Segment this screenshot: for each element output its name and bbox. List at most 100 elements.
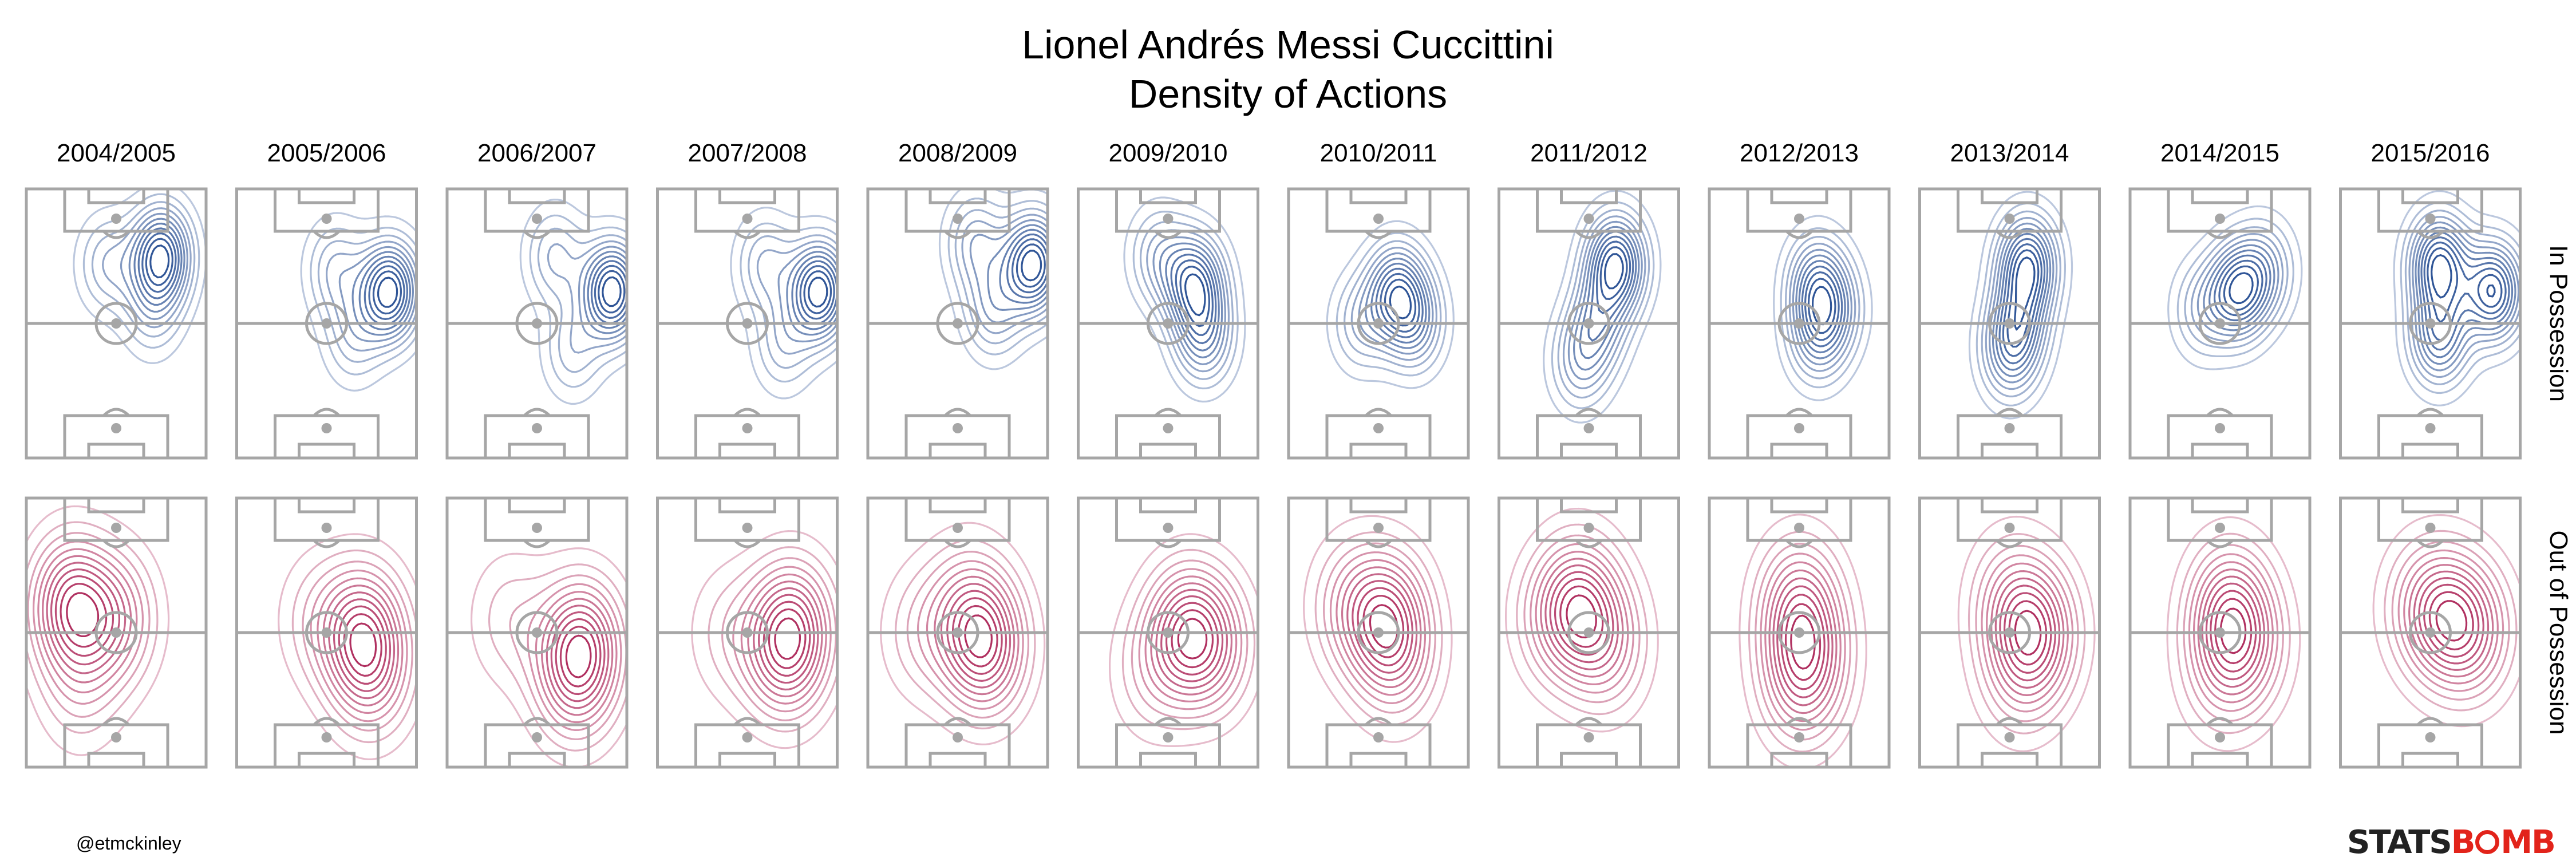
density-contour	[583, 251, 627, 334]
penalty-spot	[742, 523, 753, 533]
season-label: 2005/2006	[267, 139, 386, 167]
goal-box	[1981, 496, 2038, 514]
goal-box	[2401, 496, 2459, 514]
penalty-arc	[733, 539, 761, 548]
density-panel	[445, 187, 629, 460]
density-contour	[1139, 220, 1234, 380]
center-spot	[742, 627, 753, 638]
density-contour	[2014, 256, 2036, 331]
density-contour	[1132, 211, 1239, 390]
penalty-arc	[1996, 230, 2024, 239]
center-spot	[1373, 318, 1384, 329]
density-contour	[1160, 595, 1224, 682]
penalty-arc	[1365, 539, 1392, 548]
penalty-arc	[313, 717, 341, 726]
density-contour	[1365, 258, 1431, 349]
goal-box	[1770, 443, 1828, 460]
center-spot	[111, 318, 121, 329]
density-contour	[590, 260, 627, 324]
density-contour	[961, 214, 1048, 334]
penalty-arc	[313, 539, 341, 548]
density-contour	[2002, 243, 2042, 357]
goal-box	[929, 752, 987, 769]
goal-box	[2401, 187, 2459, 204]
density-contour	[1370, 262, 1427, 344]
density-contour	[351, 251, 414, 336]
goal-box	[1349, 496, 1408, 514]
penalty-arc	[523, 539, 551, 548]
penalty-arc	[1996, 717, 2024, 726]
goal-box	[718, 443, 776, 460]
density-contour	[1021, 250, 1042, 282]
goal-box	[2401, 752, 2459, 769]
density-panel	[1918, 496, 2101, 769]
penalty-box	[1115, 496, 1221, 542]
penalty-arc	[313, 408, 341, 417]
center-circle	[94, 611, 138, 654]
center-circle	[1357, 302, 1400, 345]
penalty-arc	[2206, 230, 2234, 239]
density-contour	[1768, 569, 1838, 714]
density-contours	[880, 522, 1046, 745]
density-panel	[1287, 187, 1470, 460]
density-panel	[2339, 187, 2522, 460]
density-contour	[1544, 564, 1619, 670]
density-contour	[1992, 227, 2052, 377]
density-contour	[1516, 523, 1648, 716]
penalty-spot	[1373, 732, 1384, 742]
penalty-spot	[1583, 523, 1594, 533]
center-spot	[321, 627, 332, 638]
density-contour	[799, 265, 835, 320]
penalty-box	[63, 723, 169, 769]
penalty-box	[1957, 496, 2063, 542]
density-contour	[547, 240, 627, 354]
penalty-spot	[1373, 423, 1384, 433]
goal-box	[929, 187, 987, 204]
season-label: 2011/2012	[1530, 139, 1647, 167]
goal-box	[1139, 752, 1197, 769]
penalty-spot	[2004, 423, 2015, 433]
density-contour	[1012, 238, 1048, 294]
center-spot	[2004, 627, 2015, 638]
density-contour	[946, 590, 1008, 682]
center-spot	[742, 318, 753, 329]
density-contour	[368, 265, 405, 320]
season-label: 2013/2014	[1950, 139, 2069, 167]
density-contour	[565, 634, 592, 678]
penalty-spot	[321, 423, 332, 433]
density-contour	[2214, 254, 2267, 322]
goal-box	[298, 443, 355, 460]
density-contour	[377, 277, 398, 308]
season-label: 2015/2016	[2371, 139, 2490, 167]
penalty-arc	[1785, 408, 1813, 417]
density-contour	[2423, 583, 2480, 658]
density-contour	[1006, 233, 1048, 299]
density-contour	[46, 562, 127, 674]
density-contour	[1795, 254, 1850, 360]
density-contour	[1523, 534, 1641, 704]
density-contour	[310, 569, 408, 722]
goal-box	[87, 443, 145, 460]
density-contour	[1016, 243, 1046, 288]
penalty-arc	[1365, 408, 1392, 417]
density-contour	[550, 611, 606, 702]
density-contour	[1764, 561, 1842, 722]
penalty-arc	[1996, 539, 2024, 548]
penalty-spot	[953, 214, 963, 224]
penalty-spot	[2425, 214, 2436, 224]
penalty-spot	[111, 214, 121, 224]
center-spot	[321, 318, 332, 329]
density-contour	[2205, 582, 2261, 681]
penalty-box	[1957, 414, 2063, 460]
density-contour	[1776, 585, 1830, 698]
density-contour	[2197, 568, 2270, 696]
density-contour	[1804, 271, 1840, 341]
density-contours	[1543, 189, 1662, 424]
density-panel	[1498, 496, 1680, 769]
density-contour	[1760, 552, 1846, 731]
density-contour	[2403, 557, 2499, 685]
goal-box	[1139, 496, 1197, 514]
density-contour	[987, 224, 1048, 311]
density-contour	[1152, 236, 1226, 365]
density-contour	[555, 618, 602, 696]
